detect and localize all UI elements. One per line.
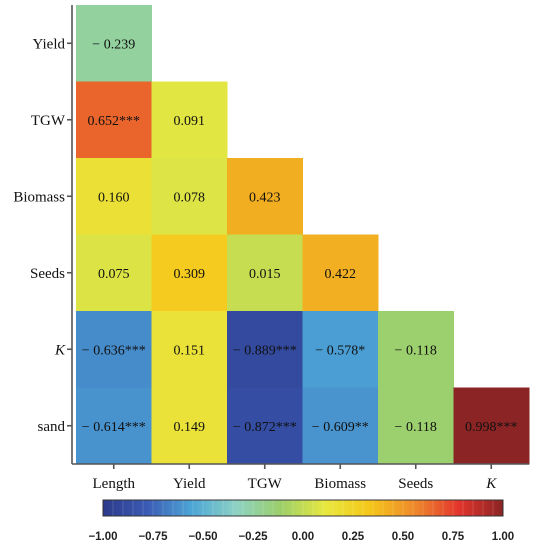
cell-value-label: − 0.636*** [82, 343, 146, 358]
colorbar-tick-label: 0.75 [442, 531, 465, 543]
row-label-tgw: TGW [31, 113, 66, 129]
colorbar-tick-label: −0.25 [238, 531, 268, 543]
cell-value-label: 0.015 [249, 267, 281, 282]
heatmap-cell-sand-biomass [302, 387, 379, 465]
colorbar-tick-label: 0.00 [292, 531, 314, 543]
heatmap-cell-k-yield [151, 311, 228, 388]
heatmap-cell-sand-yield [151, 387, 228, 465]
heatmap-cell-yield-length [76, 5, 152, 82]
heatmap-cells: − 0.239 0.652*** 0.091 0.160 0.078 0.423 0.075… [76, 5, 530, 465]
cell-value-label: 0.998*** [465, 420, 518, 435]
row-label-seeds: Seeds [30, 266, 65, 282]
col-label-tgw: TGW [248, 476, 283, 492]
colorbar-tick-label: 1.00 [492, 531, 514, 543]
cell-value-label: − 0.614*** [82, 420, 146, 435]
heatmap-cell-seeds-tgw [227, 234, 303, 312]
heatmap-cell-sand-tgw [227, 387, 303, 465]
cell-value-label: − 0.872*** [233, 420, 297, 435]
cell-value-label: 0.423 [249, 190, 281, 205]
heatmap-cell-k-tgw [227, 311, 303, 388]
cell-value-label: 0.075 [98, 267, 130, 282]
colorbar-tick-label: 0.50 [392, 531, 414, 543]
col-label-length: Length [93, 476, 136, 492]
heatmap-cell-sand-k [453, 387, 530, 465]
colorbar-gradient [102, 499, 504, 517]
cell-value-label: 0.422 [325, 267, 357, 282]
col-label-yield: Yield [173, 476, 206, 492]
cell-value-label: − 0.578* [315, 343, 365, 358]
heatmap-cell-sand-length [76, 387, 152, 465]
heatmap-cell-sand-seeds [378, 387, 454, 465]
cell-value-label: − 0.889*** [233, 343, 297, 358]
cell-value-label: 0.091 [174, 114, 206, 129]
row-label-biomass: Biomass [13, 189, 65, 205]
cell-value-label: 0.160 [98, 190, 130, 205]
heatmap-cell-seeds-yield [151, 234, 228, 312]
cell-value-label: − 0.239 [92, 37, 135, 52]
heatmap-cell-biomass-tgw [227, 158, 303, 235]
colorbar-tick-label: −1.00 [88, 531, 117, 543]
heatmap-cell-k-biomass [302, 311, 379, 388]
row-label-k: K [54, 342, 66, 358]
cell-value-label: 0.151 [174, 343, 206, 358]
heatmap-cell-seeds-biomass [302, 234, 379, 312]
colorbar-tick-label: −0.75 [138, 531, 168, 543]
heatmap-cell-biomass-yield [151, 158, 228, 235]
heatmap-cell-k-length [76, 311, 152, 388]
cell-value-label: 0.078 [174, 190, 206, 205]
cell-value-label: 0.149 [174, 420, 206, 435]
cell-value-label: 0.652*** [88, 114, 141, 129]
heatmap-cell-tgw-yield [151, 81, 228, 159]
col-label-k: K [485, 476, 497, 492]
col-label-seeds: Seeds [398, 476, 433, 492]
row-label-sand: sand [38, 419, 66, 435]
cell-value-label: − 0.118 [395, 343, 437, 358]
heatmap-cell-seeds-length [76, 234, 152, 312]
colorbar: −1.00 −0.75 −0.50 −0.25 0.00 0.25 0.50 0.75 1.00 [88, 499, 514, 543]
heatmap-cell-biomass-length [76, 158, 152, 235]
colorbar-tick-label: −0.50 [188, 531, 217, 543]
heatmap-cell-k-seeds [378, 311, 454, 388]
row-label-yield: Yield [33, 36, 66, 52]
cell-value-label: 0.309 [174, 267, 206, 282]
cell-value-label: − 0.609** [312, 420, 369, 435]
heatmap-cell-tgw-length [76, 81, 152, 159]
colorbar-tick-label: 0.25 [342, 531, 365, 543]
col-label-biomass: Biomass [314, 476, 366, 492]
cell-value-label: − 0.118 [395, 420, 437, 435]
